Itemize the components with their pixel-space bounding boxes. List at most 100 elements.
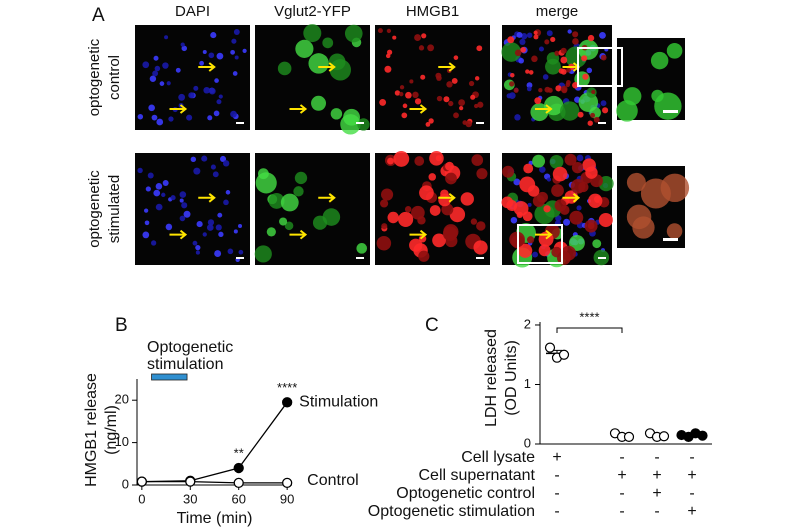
panel-label: B xyxy=(115,315,128,336)
cell xyxy=(566,67,571,73)
arrow xyxy=(169,229,188,240)
cell xyxy=(376,235,392,251)
cell xyxy=(468,80,475,87)
x-tick-label: 30 xyxy=(183,491,197,506)
cell xyxy=(660,173,690,203)
cell xyxy=(159,81,165,86)
cell xyxy=(294,171,308,185)
cell xyxy=(412,91,419,99)
cell xyxy=(192,240,198,246)
cell xyxy=(217,212,223,218)
cell xyxy=(279,217,288,226)
cell xyxy=(593,116,600,123)
cell xyxy=(564,153,577,166)
scale-bar xyxy=(476,257,484,259)
cell xyxy=(586,67,593,74)
cell xyxy=(510,72,515,78)
cell xyxy=(546,177,552,182)
scale-bar xyxy=(476,122,484,124)
cell xyxy=(520,46,527,53)
condition-label: Optogenetic stimulation xyxy=(368,503,535,520)
cell xyxy=(510,216,518,224)
cell xyxy=(513,201,529,216)
cell xyxy=(558,68,565,74)
cell xyxy=(219,155,227,163)
cell xyxy=(398,211,414,227)
cell xyxy=(418,250,430,262)
condition-mark: - xyxy=(554,503,559,520)
zoom-box xyxy=(517,224,563,264)
cell xyxy=(242,48,247,54)
y-axis-label: (OD Units) xyxy=(503,340,520,416)
y-tick-label: 1 xyxy=(524,376,531,391)
series-label: Control xyxy=(307,472,359,489)
cell xyxy=(199,60,204,66)
data-point xyxy=(697,430,708,441)
cell xyxy=(414,156,425,166)
cell xyxy=(425,122,431,127)
cell xyxy=(162,62,169,69)
cell xyxy=(148,104,155,112)
cell xyxy=(458,99,466,106)
condition-mark: - xyxy=(619,449,624,466)
cell xyxy=(213,110,220,117)
cell xyxy=(560,101,580,121)
cell xyxy=(343,108,361,126)
cell xyxy=(568,235,585,251)
cell xyxy=(445,161,454,171)
cell xyxy=(602,107,609,114)
cell xyxy=(477,101,484,108)
cell xyxy=(533,34,539,40)
cell xyxy=(429,205,441,216)
cell xyxy=(418,234,427,243)
data-point xyxy=(136,476,147,487)
cell xyxy=(181,202,188,209)
cell xyxy=(379,98,387,106)
y-axis-label: HMGB1 release xyxy=(83,373,100,487)
cell xyxy=(533,30,538,35)
cell xyxy=(443,96,450,103)
cell xyxy=(303,24,322,43)
cell xyxy=(525,69,530,74)
arrow xyxy=(198,193,216,203)
cell xyxy=(168,116,174,122)
cell xyxy=(507,36,515,44)
cell xyxy=(435,155,442,162)
cell xyxy=(284,221,294,231)
y-tick-label: 0 xyxy=(524,435,531,450)
cell xyxy=(203,86,210,94)
cell xyxy=(151,114,158,121)
cell xyxy=(528,70,534,75)
arrow xyxy=(438,193,456,203)
cell xyxy=(232,71,238,76)
cell xyxy=(161,192,166,198)
cell xyxy=(155,203,163,211)
cell xyxy=(476,168,488,180)
cell xyxy=(387,157,394,165)
cell xyxy=(502,165,515,178)
cell xyxy=(538,88,543,93)
cell xyxy=(446,81,453,88)
cell xyxy=(183,210,191,218)
condition-mark: + xyxy=(552,449,561,466)
cell xyxy=(162,180,169,187)
cell xyxy=(501,42,522,62)
cell xyxy=(432,233,446,248)
cell xyxy=(572,82,579,89)
cell xyxy=(626,204,652,230)
cell xyxy=(214,250,222,257)
cell xyxy=(578,39,599,60)
cell xyxy=(470,94,476,100)
zoom-box xyxy=(577,47,623,87)
cell xyxy=(435,72,442,79)
row-label: optogenetic xyxy=(86,170,103,248)
cell xyxy=(386,28,392,34)
cell xyxy=(420,74,426,80)
cell xyxy=(459,106,464,111)
cell xyxy=(399,91,404,97)
column-header: merge xyxy=(536,3,579,20)
cell xyxy=(518,243,533,258)
cell xyxy=(527,185,540,197)
cell xyxy=(230,110,237,118)
significance-bracket xyxy=(556,327,623,333)
